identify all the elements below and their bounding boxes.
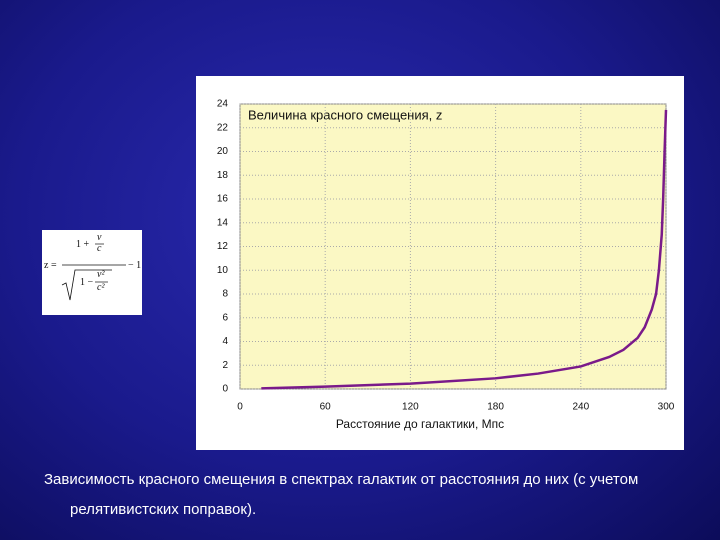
- formula-numerator: 1 +: [76, 239, 90, 250]
- caption: Зависимость красного смещения в спектрах…: [44, 471, 639, 518]
- x-tick-label: 300: [658, 402, 675, 413]
- formula-lhs: z =: [44, 260, 57, 271]
- x-tick-label: 180: [487, 402, 504, 413]
- y-tick-label: 2: [222, 360, 228, 371]
- formula-tail: − 1: [128, 260, 141, 271]
- formula-box: [42, 230, 142, 315]
- y-tick-label: 8: [222, 289, 228, 300]
- chart-title: Величина красного смещения, z: [248, 107, 442, 122]
- y-tick-label: 16: [217, 194, 229, 205]
- y-tick-label: 20: [217, 146, 229, 157]
- x-axis-label: Расстояние до галактики, Мпс: [336, 417, 504, 431]
- y-tick-label: 22: [217, 122, 229, 133]
- y-tick-label: 24: [217, 99, 229, 110]
- y-tick-label: 18: [217, 170, 229, 181]
- formula-v: v: [97, 232, 102, 243]
- x-tick-label: 0: [237, 402, 243, 413]
- y-tick-label: 6: [222, 312, 228, 323]
- x-tick-label: 120: [402, 402, 419, 413]
- y-tick-label: 0: [222, 384, 228, 395]
- y-tick-label: 12: [217, 241, 229, 252]
- data-line: [261, 109, 668, 390]
- formula-c2: c²: [97, 282, 105, 293]
- formula: z = 1 + v c 1 − v² c² − 1: [42, 230, 142, 315]
- x-tick-label: 240: [572, 402, 589, 413]
- y-tick-label: 4: [222, 336, 228, 347]
- y-tick-label: 14: [217, 217, 229, 228]
- formula-c: c: [97, 243, 102, 254]
- y-tick-label: 10: [217, 265, 229, 276]
- x-tick-label: 60: [320, 402, 332, 413]
- formula-sqrt-one: 1 −: [80, 277, 94, 288]
- formula-v2: v²: [97, 269, 105, 280]
